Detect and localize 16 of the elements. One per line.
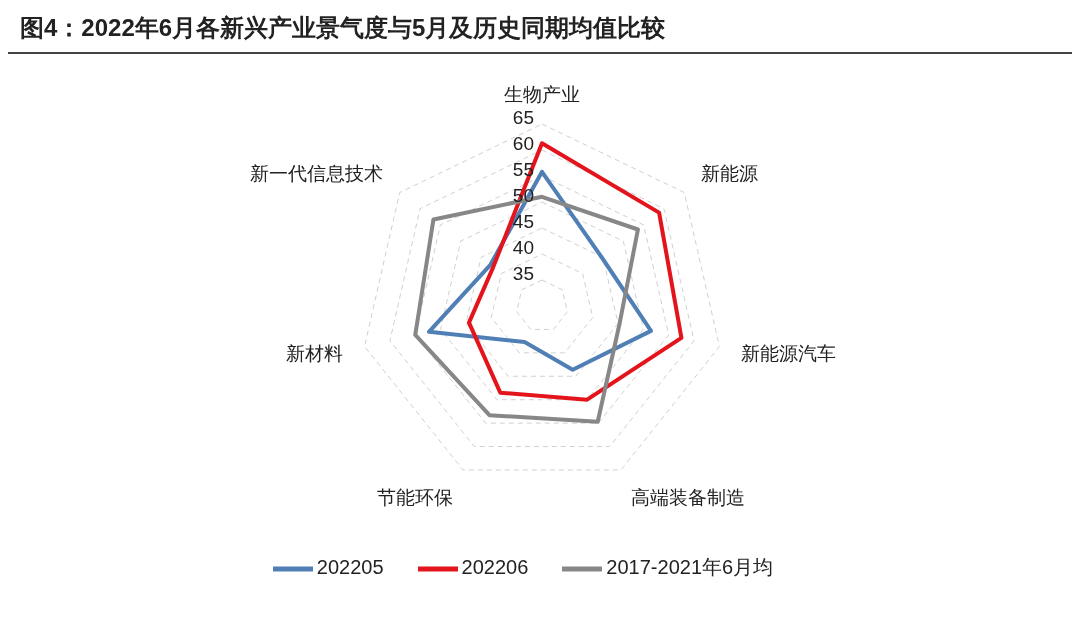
spoke-label: 节能环保: [377, 486, 454, 508]
y-tick-label: 65: [512, 107, 534, 128]
y-tick-label: 60: [512, 133, 534, 154]
legend-label: 202206: [461, 556, 529, 579]
legend-label: 202205: [316, 556, 384, 579]
spoke-label: 生物产业: [504, 83, 580, 105]
spoke-label: 新一代信息技术: [249, 163, 383, 185]
legend-label: 2017-2021年6月均: [606, 556, 774, 579]
y-tick-label: 35: [512, 263, 534, 284]
spoke-label: 高端装备制造: [630, 486, 745, 508]
spoke-label: 新能源汽车: [740, 342, 836, 364]
chart-title: 图4：2022年6月各新兴产业景气度与5月及历史同期均值比较: [8, 8, 1072, 54]
spoke-label: 新材料: [286, 342, 344, 364]
spoke-label: 新能源: [701, 163, 759, 185]
y-tick-label: 50: [512, 185, 534, 206]
y-tick-label: 40: [512, 237, 534, 258]
